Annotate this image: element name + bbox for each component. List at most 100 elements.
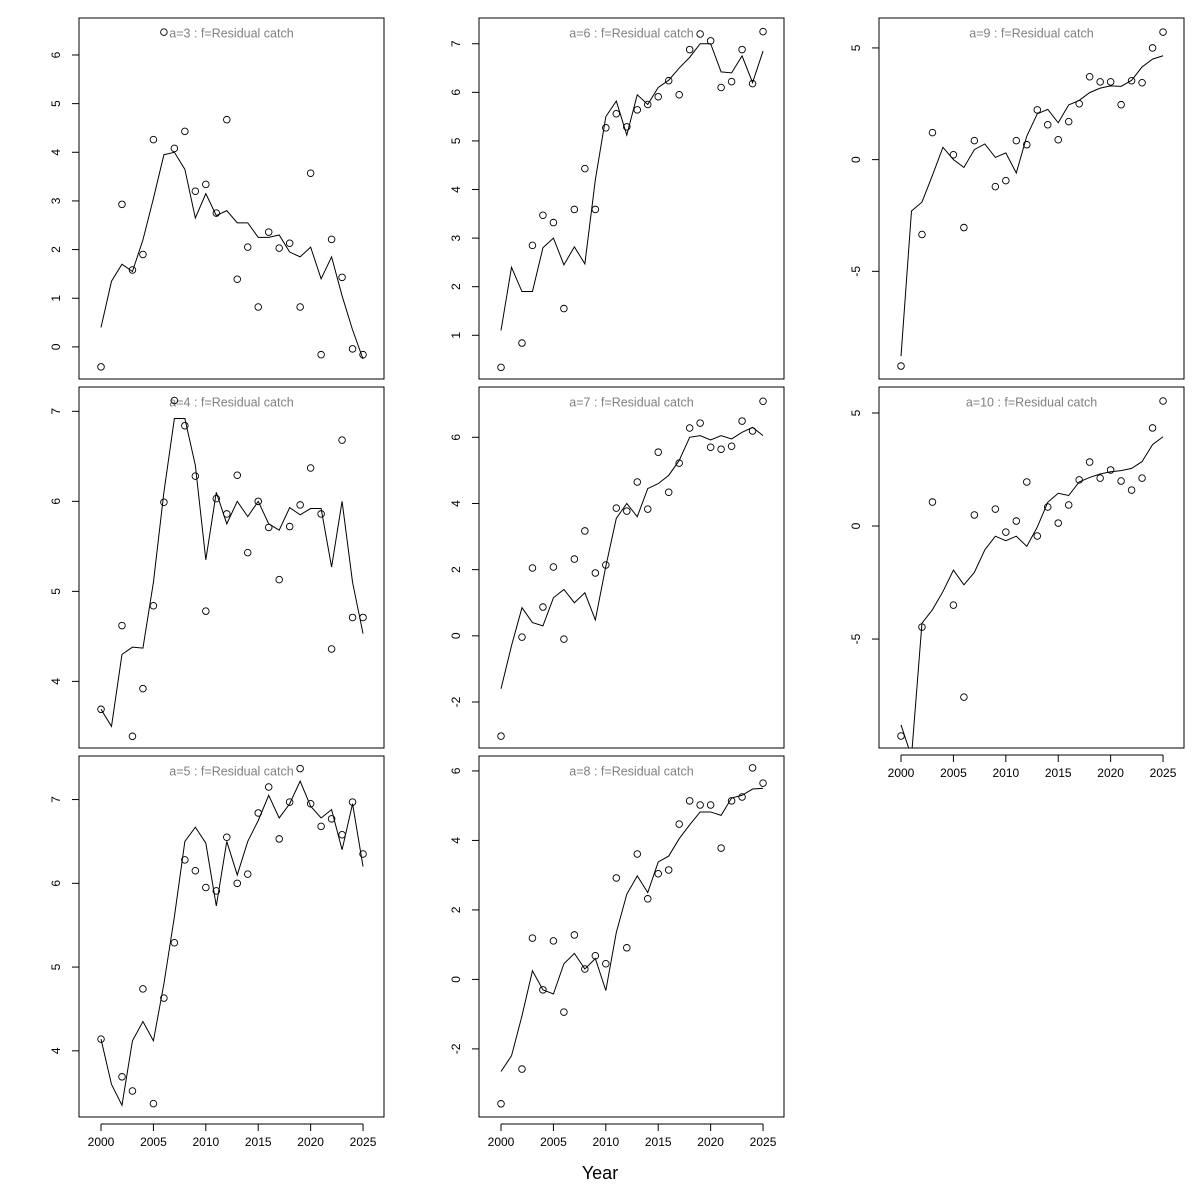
data-point: [223, 115, 231, 124]
y-tick-label: 2: [449, 566, 463, 573]
x-tick-label: 2020: [697, 1135, 724, 1149]
panel-title: a=7 : f=Residual catch: [569, 395, 693, 409]
data-point: [275, 575, 283, 584]
data-point: [191, 187, 200, 195]
data-point: [191, 866, 200, 875]
data-point: [602, 124, 610, 132]
data-point: [664, 866, 673, 874]
data-point: [306, 169, 315, 177]
data-point: [285, 239, 294, 248]
data-point: [306, 799, 315, 808]
data-point: [928, 128, 937, 137]
data-point: [570, 931, 579, 939]
data-point: [549, 563, 558, 571]
x-tick-label: 2005: [140, 1135, 167, 1149]
data-point: [727, 797, 736, 805]
data-point: [497, 1100, 505, 1108]
data-point: [643, 895, 652, 903]
data-point: [623, 944, 631, 952]
data-point: [539, 986, 547, 994]
data-point: [991, 505, 1000, 513]
data-point: [160, 28, 168, 36]
data-point: [243, 243, 252, 251]
data-point: [1085, 458, 1094, 466]
data-point: [560, 635, 568, 643]
data-point: [970, 511, 979, 519]
data-point: [1085, 73, 1094, 81]
data-point: [128, 1087, 137, 1095]
data-point: [717, 844, 725, 852]
data-point: [1117, 100, 1125, 109]
data-point: [581, 527, 589, 535]
plot-frame: [78, 386, 385, 749]
data-point: [518, 1065, 526, 1073]
data-point: [139, 684, 147, 693]
data-point: [97, 363, 105, 371]
data-point: [581, 965, 589, 973]
data-point: [949, 601, 958, 609]
x-tick-label: 2010: [992, 766, 1019, 780]
x-tick-label: 2025: [1150, 766, 1177, 780]
data-point: [612, 109, 621, 118]
data-point: [738, 793, 746, 801]
data-point: [1096, 78, 1104, 86]
data-point: [338, 273, 346, 282]
data-point: [1127, 77, 1136, 85]
data-point: [181, 421, 189, 430]
data-point: [170, 939, 179, 947]
y-tick-label: 4: [49, 1047, 63, 1054]
data-point: [306, 464, 315, 472]
data-point: [664, 76, 673, 85]
data-point: [748, 764, 757, 772]
data-point: [528, 934, 537, 942]
y-tick-label: 6: [449, 434, 463, 441]
data-point: [570, 555, 579, 563]
panel: a=6 : f=Residual catch 1 2 3 4 5 6 7: [449, 17, 785, 380]
data-point: [528, 241, 537, 250]
data-point: [170, 144, 179, 153]
data-point: [275, 835, 283, 843]
data-point: [202, 883, 210, 892]
data-point: [685, 424, 694, 432]
data-point: [97, 705, 105, 714]
data-point: [1012, 136, 1021, 145]
data-point: [1075, 476, 1083, 484]
data-point: [748, 79, 757, 88]
data-point: [643, 505, 652, 513]
data-point: [960, 693, 968, 701]
panel-title: a=4 : f=Residual catch: [169, 395, 293, 409]
y-tick-label: 0: [49, 343, 63, 350]
plot-frame: [478, 386, 785, 749]
data-point: [539, 603, 547, 611]
data-point: [296, 501, 304, 509]
y-tick-label: 7: [49, 408, 63, 415]
data-point: [696, 30, 704, 38]
data-point: [160, 498, 168, 506]
data-point: [991, 182, 1000, 191]
data-point: [675, 820, 683, 828]
y-tick-label: 5: [49, 588, 63, 595]
data-point: [243, 870, 252, 878]
data-point: [97, 1035, 105, 1043]
plot-frame: [478, 755, 785, 1118]
fit-line: [900, 436, 1164, 748]
data-point: [212, 209, 221, 217]
panel: a=10 : f=Residual catch -5 0 5 2000 2005 2010 2…: [849, 386, 1185, 780]
data-point: [560, 304, 568, 313]
data-point: [949, 150, 958, 159]
data-point: [570, 205, 579, 214]
data-point: [264, 228, 273, 236]
data-point: [1023, 478, 1031, 486]
y-tick-label: -5: [849, 633, 863, 644]
panel: a=8 : f=Residual catch -2 0 2 4 6 2000 2005 2010…: [449, 755, 785, 1149]
data-point: [897, 362, 905, 370]
data-point: [285, 522, 294, 531]
panel-title: a=5 : f=Residual catch: [169, 764, 293, 778]
data-point: [518, 633, 526, 641]
data-point: [727, 442, 736, 450]
fit-line: [900, 55, 1164, 357]
data-point: [233, 275, 242, 284]
data-point: [918, 230, 926, 239]
data-point: [696, 801, 704, 809]
data-point: [118, 621, 126, 630]
